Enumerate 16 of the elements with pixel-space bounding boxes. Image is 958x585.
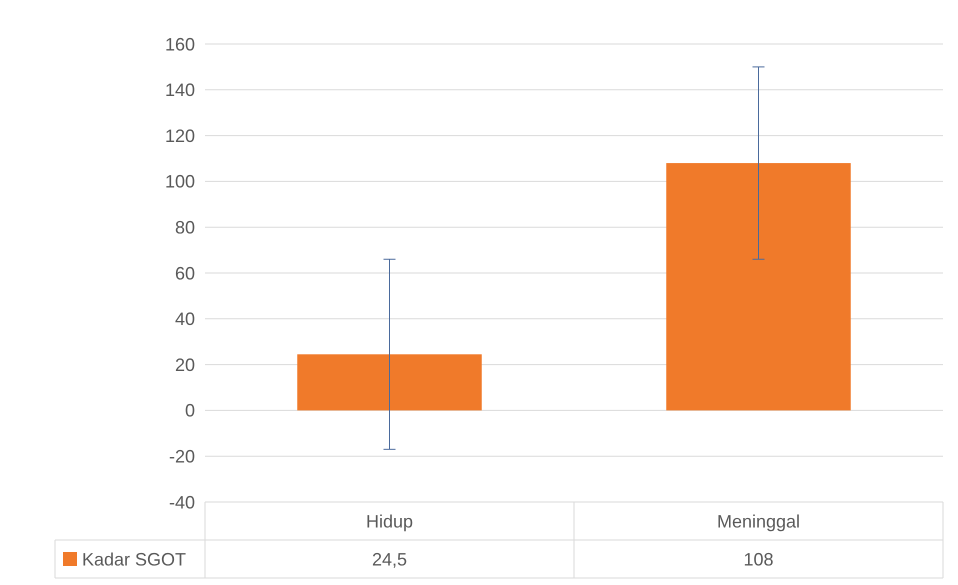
y-tick-label: 20 [174,354,195,375]
data-label: 108 [743,549,774,570]
y-tick-label: 100 [164,172,195,192]
legend-label: Kadar SGOT [82,549,186,570]
y-tick-label: 120 [164,126,195,146]
x-tick-label: Meninggal [716,511,800,532]
y-tick-label: -20 [168,446,195,466]
data-label: 24,5 [372,549,408,570]
y-tick-label: 140 [164,80,195,100]
y-tick-label: 80 [174,218,195,238]
y-tick-label: 160 [164,34,195,54]
x-tick-label: Hidup [366,511,414,532]
y-tick-label: -40 [168,492,195,512]
y-tick-label: 0 [184,400,195,421]
y-tick-label: 40 [174,309,195,330]
y-tick-label: 60 [174,263,195,284]
